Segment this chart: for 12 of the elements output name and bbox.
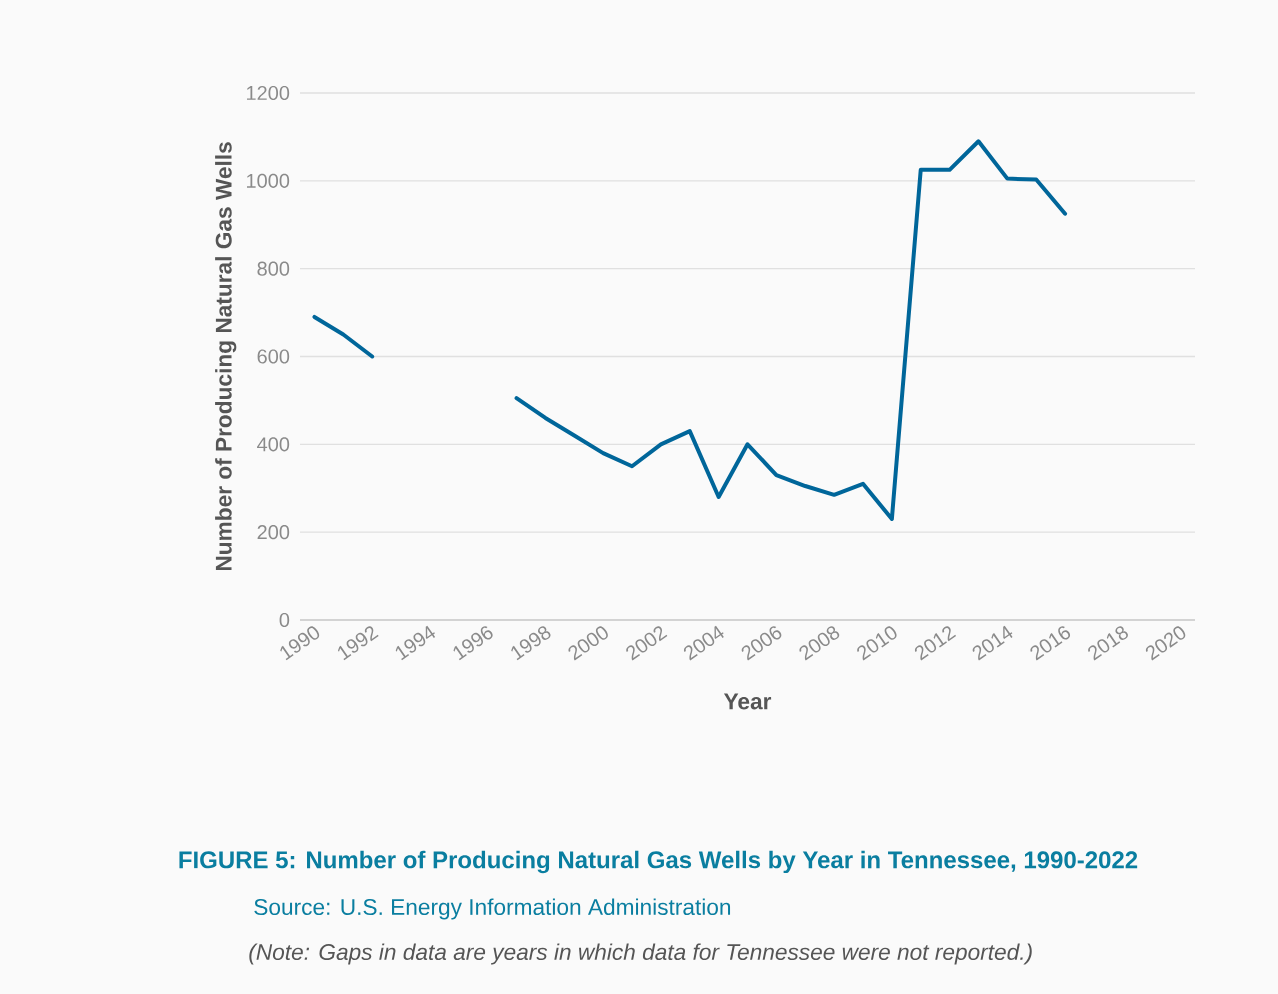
y-tick-label: 1200 (247, 85, 290, 101)
text: FIGURE 5: Number of Producing Natural Gas Wells by Year in Tennessee, 1990-2022 (179, 850, 1138, 874)
y-axis-title: Number of Producing Natural Gas Wells (215, 142, 237, 571)
y-tick-label: 400 (257, 437, 290, 452)
y-tick-label: 600 (257, 349, 290, 364)
source-note: Source: U.S. Energy Information Administration (254, 898, 731, 920)
x-axis-title: Year (723, 693, 772, 710)
y-tick-label: 200 (257, 525, 290, 540)
text: (Note: Gaps in data are years in which data for Tennessee were not reported.) (249, 943, 1032, 965)
y-tick-label: 1000 (247, 173, 290, 188)
y-tick-label: 0 (279, 612, 290, 628)
y-tick-label: 800 (257, 261, 290, 276)
